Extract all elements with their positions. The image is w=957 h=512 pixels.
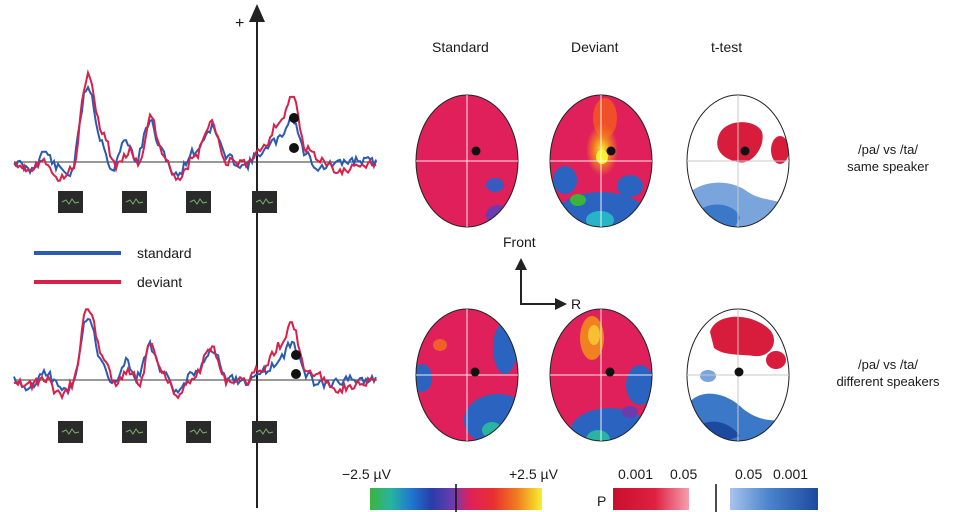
scalp-map-standard-same — [416, 95, 518, 227]
condition-diff-line2: different speakers — [836, 374, 940, 389]
marker-dot — [291, 350, 301, 360]
front-label: Front — [503, 234, 536, 250]
p-tick-005-right: 0.05 — [735, 466, 763, 482]
scalp-map-ttest-diff — [687, 309, 789, 441]
p-tick-0001-right: 0.001 — [773, 466, 809, 482]
scalp-map-deviant-same — [550, 95, 652, 227]
p-scale-bar-positive — [613, 488, 689, 510]
stimulus-markers-top — [58, 191, 277, 213]
right-label: R — [571, 296, 582, 312]
axis-arrow — [249, 4, 265, 22]
marker-dot — [291, 369, 301, 379]
legend-label-standard: standard — [137, 245, 192, 261]
marker-dot — [289, 143, 299, 153]
scalp-map-deviant-diff — [550, 309, 652, 441]
condition-label-same: /pa/ vs /ta/ same speaker — [818, 141, 957, 175]
marker-dot — [289, 113, 299, 123]
erp-trace-standard — [13, 84, 377, 178]
p-scale-bar-negative — [730, 488, 818, 510]
erp-waveforms-bottom — [13, 308, 377, 401]
stimulus-markers-bottom — [58, 421, 277, 443]
legend-label-deviant: deviant — [137, 274, 183, 290]
p-label: P — [597, 493, 607, 509]
p-tick-0001-left: 0.001 — [618, 466, 654, 482]
erp-trace-deviant — [13, 69, 377, 182]
column-title-standard: Standard — [432, 39, 489, 55]
scalp-map-standard-diff — [416, 309, 518, 441]
axis-plus-label: + — [235, 15, 245, 32]
voltage-max-label: +2.5 µV — [509, 466, 558, 482]
condition-same-line2: same speaker — [847, 159, 929, 174]
p-tick-005-left: 0.05 — [670, 466, 698, 482]
condition-diff-line1: /pa/ vs /ta/ — [858, 357, 918, 372]
condition-same-line1: /pa/ vs /ta/ — [858, 142, 918, 157]
erp-waveforms-top — [13, 69, 377, 182]
orientation-indicator — [515, 258, 567, 310]
scalp-map-ttest-same — [687, 95, 789, 227]
map-crosshairs — [416, 95, 652, 441]
column-title-deviant: Deviant — [571, 39, 619, 55]
condition-label-different: /pa/ vs /ta/ different speakers — [818, 356, 957, 390]
electrode-dots — [470, 146, 750, 377]
column-title-ttest: t-test — [711, 39, 743, 55]
erp-trace-deviant — [13, 308, 377, 401]
voltage-min-label: −2.5 µV — [342, 466, 391, 482]
